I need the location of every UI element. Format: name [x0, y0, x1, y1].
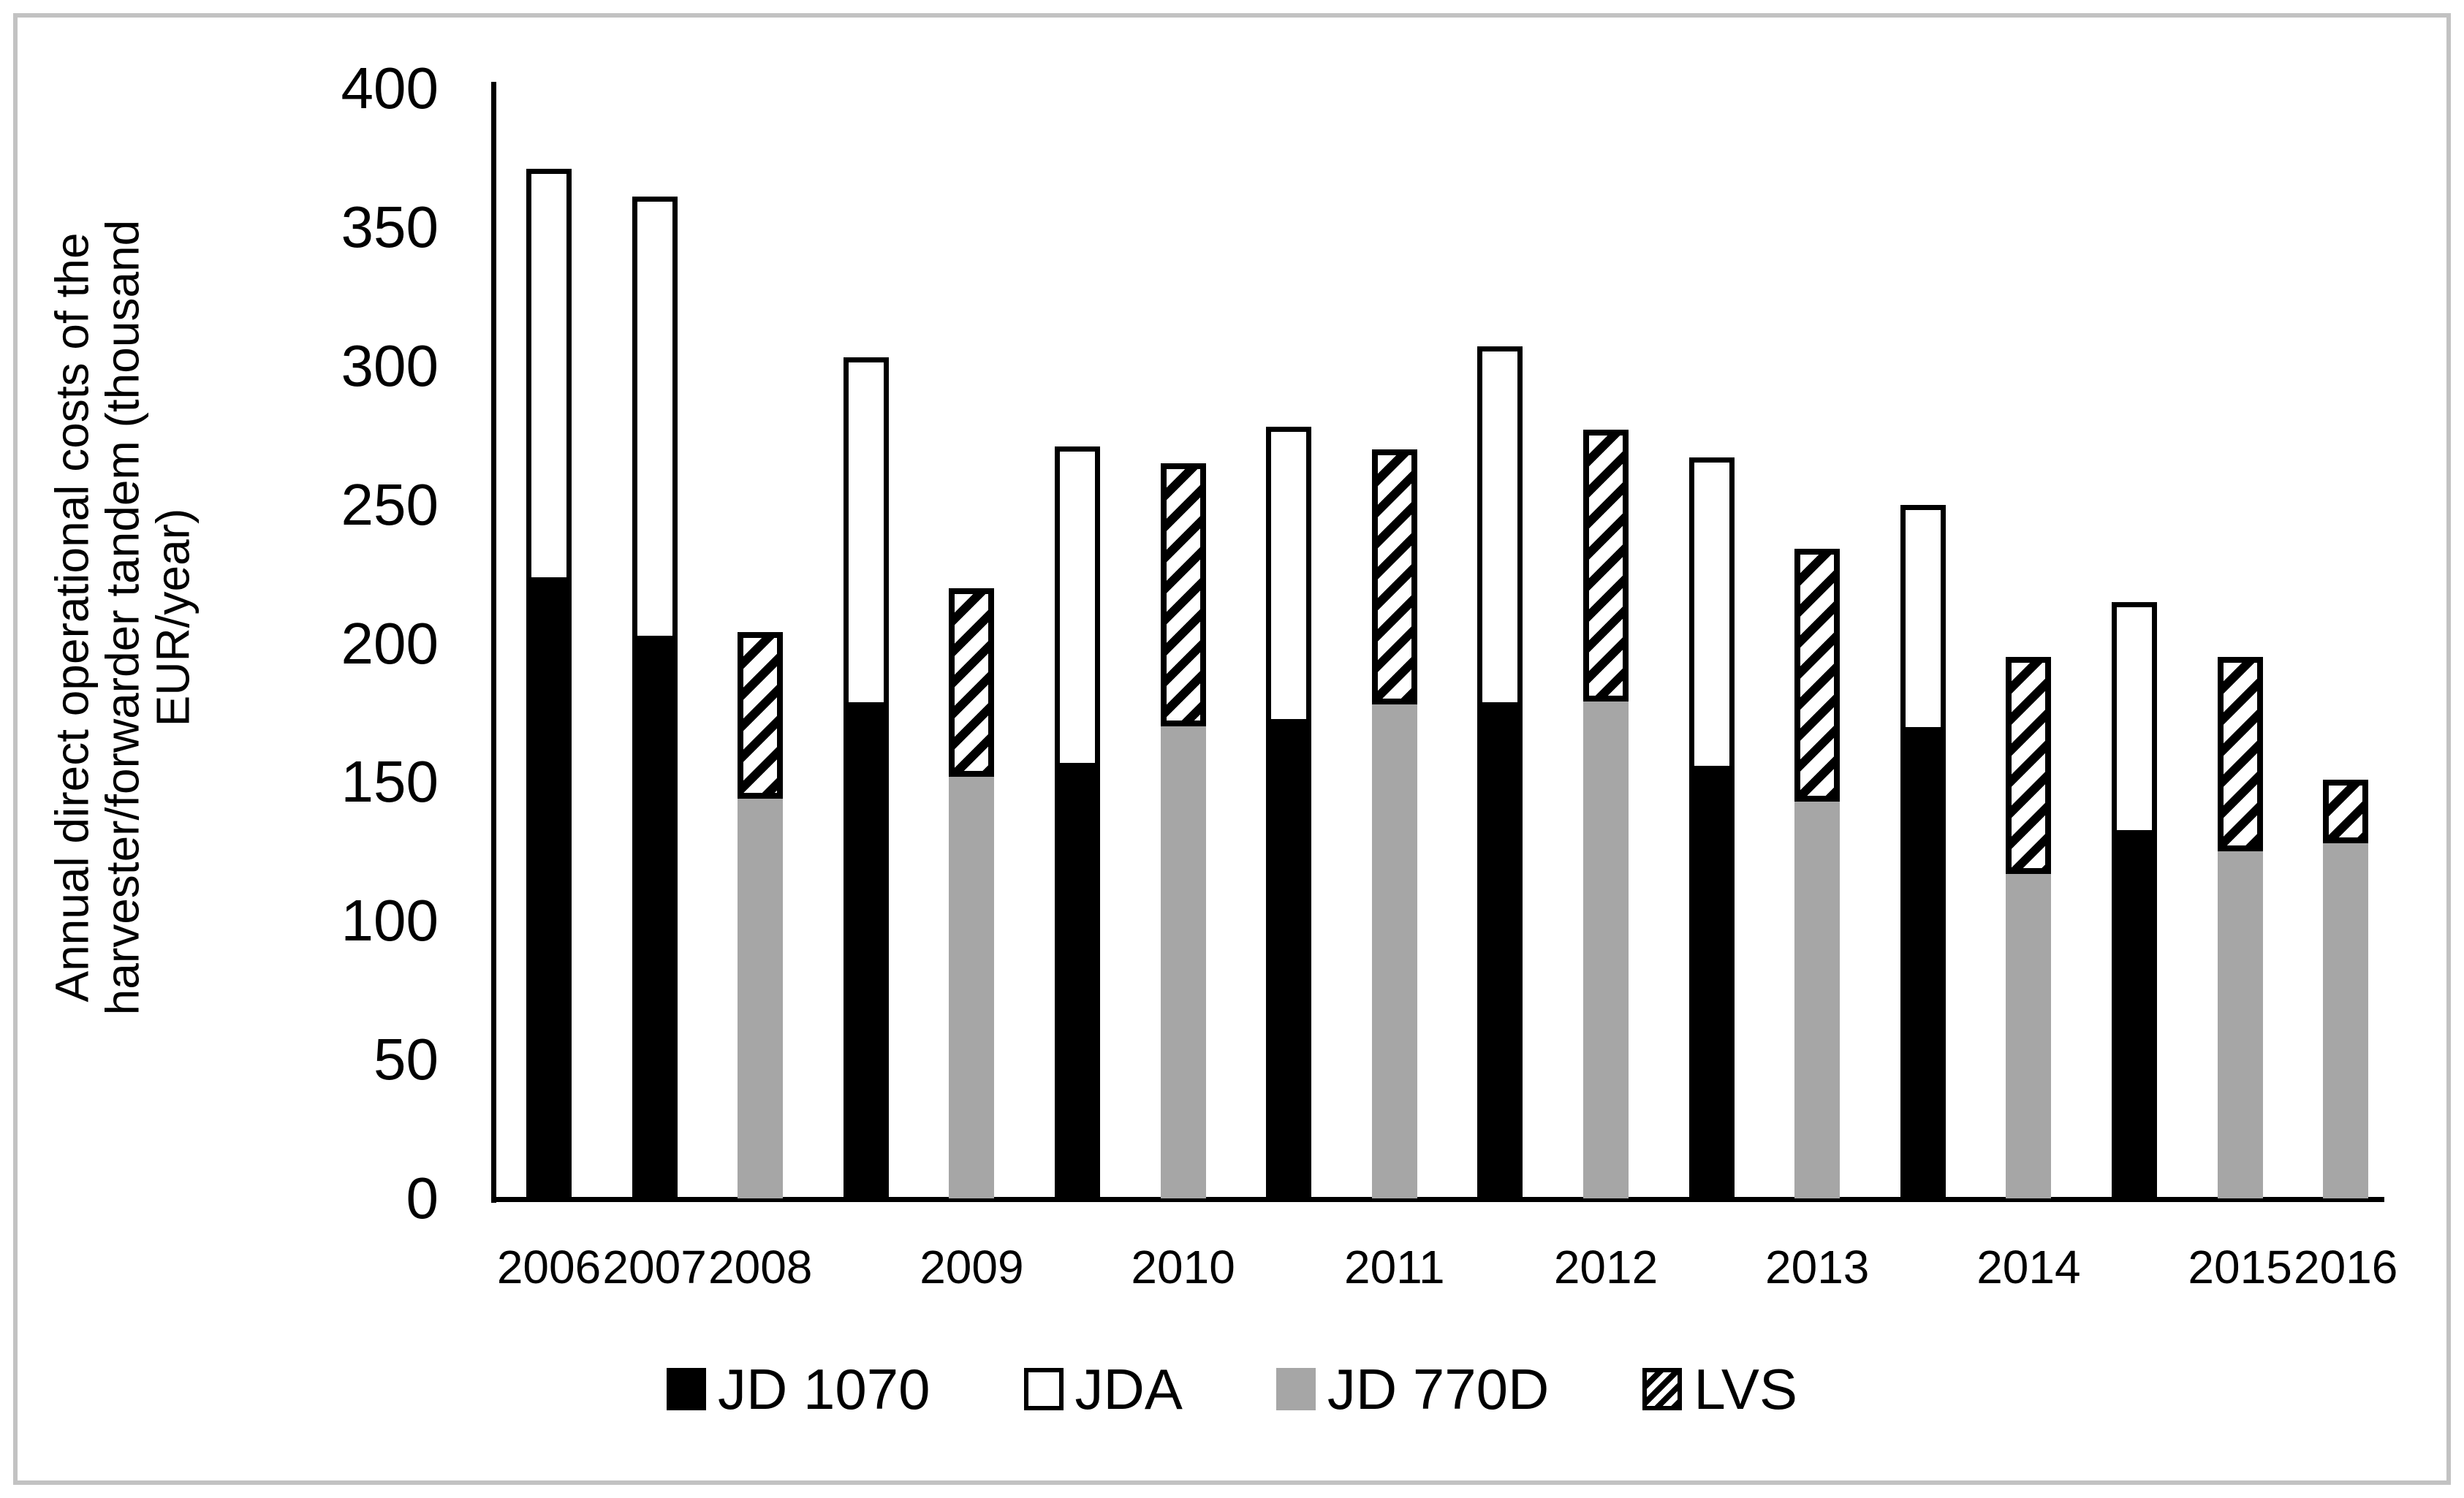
bar-6-segment-jd-1070	[1055, 768, 1100, 1198]
bar-17-segment-lvs	[2217, 657, 2263, 852]
x-axis-label-2011: 2011	[1343, 1241, 1445, 1293]
legend-label-jda: JDA	[1074, 1357, 1183, 1421]
bar-11-segment-jd-770d	[1583, 702, 1629, 1198]
bar-8-segment-jda	[1266, 427, 1312, 724]
x-axis-label-2014: 2014	[1976, 1241, 2081, 1293]
bar-10-segment-jd-1070	[1477, 707, 1523, 1198]
bar-4-segment-jda	[843, 357, 889, 707]
y-axis-line	[491, 82, 496, 1203]
bar-18-segment-jd-770d	[2323, 843, 2369, 1198]
legend-swatch-jd-1070	[666, 1368, 706, 1410]
legend-item-jd-770d: JD 770D	[1275, 1357, 1550, 1421]
x-axis-label-2012: 2012	[1553, 1241, 1659, 1293]
x-axis-label-2007: 2007	[602, 1241, 707, 1293]
legend-label-lvs: LVS	[1694, 1357, 1797, 1421]
legend-item-jd-1070: JD 1070	[666, 1357, 930, 1421]
legend: JD 1070 JDA JD 770D LVS	[0, 1361, 2464, 1418]
bar-2-segment-jd-1070	[632, 640, 678, 1198]
bar-11-segment-lvs	[1583, 430, 1629, 702]
legend-swatch-jd-770d	[1275, 1368, 1316, 1410]
y-axis-tick-label: 200	[341, 610, 439, 676]
legend-swatch-lvs	[1642, 1368, 1683, 1410]
y-axis-title-line-3: EUR/year)	[146, 508, 200, 727]
bar-1-segment-jda	[526, 169, 572, 582]
bar-14-segment-jd-1070	[1900, 732, 1946, 1198]
legend-label-jd-1070: JD 1070	[717, 1357, 930, 1421]
bar-16-segment-jda	[2112, 601, 2157, 835]
bar-12-segment-jda	[1688, 457, 1735, 772]
bar-7-segment-jd-770d	[1160, 726, 1206, 1198]
bar-7-segment-lvs	[1160, 463, 1206, 727]
bar-5-segment-lvs	[949, 588, 995, 777]
y-axis-title-line-2: harvester/forwarder tandem (thousand	[96, 219, 149, 1016]
legend-item-lvs: LVS	[1642, 1361, 1797, 1418]
y-axis-title-line-1: Annual direct operational costs of the	[45, 232, 99, 1003]
legend-swatch-jda	[1023, 1368, 1064, 1410]
figure-border	[13, 13, 2451, 1485]
bar-2-segment-jda	[632, 197, 678, 641]
y-axis-tick-label: 50	[374, 1027, 439, 1092]
bar-14-segment-jda	[1900, 504, 1946, 733]
y-axis-tick-label: 100	[341, 888, 439, 954]
bar-15-segment-jd-770d	[2006, 873, 2052, 1198]
bar-9-segment-lvs	[1371, 449, 1417, 705]
y-axis-title: Annual direct operational costs of the h…	[45, 47, 200, 1187]
bar-16-segment-jd-1070	[2112, 834, 2157, 1198]
bar-13-segment-lvs	[1794, 549, 1841, 802]
y-axis-tick-label: 400	[341, 56, 439, 121]
x-axis-label-2006: 2006	[496, 1241, 602, 1293]
y-axis-tick-label: 350	[341, 194, 439, 259]
bar-12-segment-jd-1070	[1688, 771, 1735, 1198]
x-axis-label-2009: 2009	[920, 1241, 1024, 1293]
x-axis-label-2008: 2008	[708, 1241, 813, 1293]
legend-item-jda: JDA	[1023, 1357, 1183, 1421]
bar-10-segment-jda	[1477, 346, 1523, 707]
x-axis-label-2015: 2015	[2188, 1241, 2292, 1293]
bar-1-segment-jd-1070	[526, 582, 572, 1198]
y-axis-tick-label: 150	[341, 749, 439, 815]
x-axis-label-2016: 2016	[2294, 1241, 2398, 1293]
legend-label-jd-770d: JD 770D	[1327, 1357, 1550, 1421]
bar-15-segment-lvs	[2006, 657, 2052, 874]
bar-8-segment-jd-1070	[1266, 723, 1312, 1198]
bar-6-segment-jda	[1055, 446, 1100, 769]
bar-9-segment-jd-770d	[1371, 704, 1417, 1198]
y-axis-tick-label: 250	[341, 471, 439, 537]
bar-13-segment-jd-770d	[1794, 801, 1841, 1198]
x-axis-label-2010: 2010	[1131, 1241, 1235, 1293]
x-axis-line	[491, 1197, 2384, 1202]
bar-3-segment-lvs	[738, 632, 784, 799]
y-axis-tick-label: 300	[341, 332, 439, 398]
bar-17-segment-jd-770d	[2217, 851, 2263, 1198]
y-axis-tick-label: 0	[406, 1166, 439, 1231]
x-axis-label-2013: 2013	[1765, 1241, 1870, 1293]
bar-4-segment-jd-1070	[843, 707, 889, 1198]
bar-3-segment-jd-770d	[738, 799, 784, 1198]
bar-18-segment-lvs	[2323, 779, 2369, 843]
bar-5-segment-jd-770d	[949, 776, 995, 1198]
